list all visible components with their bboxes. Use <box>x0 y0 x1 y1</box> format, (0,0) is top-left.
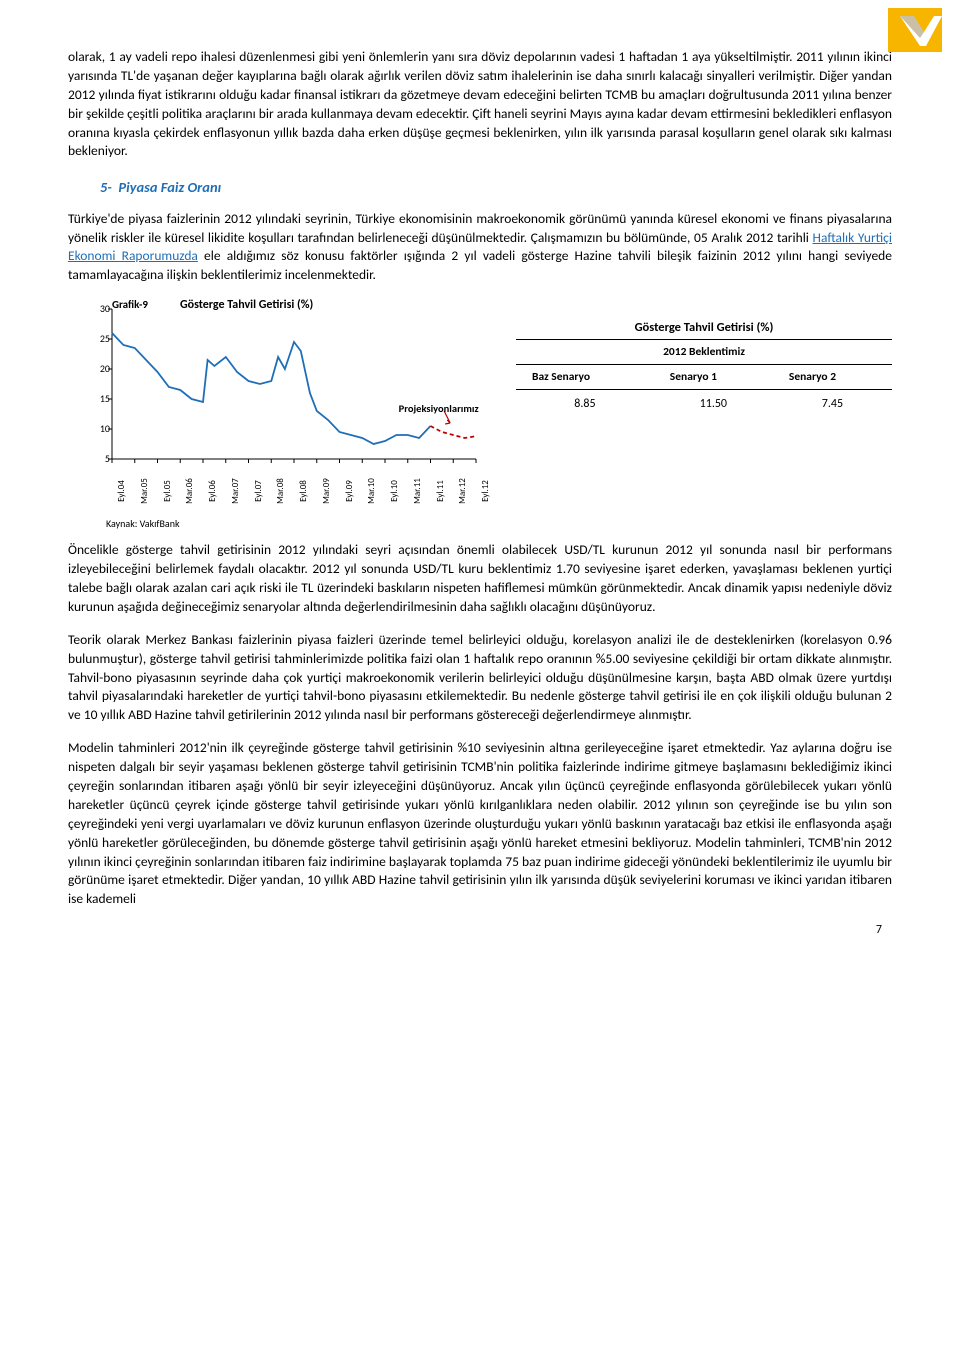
expectations-table-wrap: Gösterge Tahvil Getirisi (%) 2012 Beklen… <box>516 315 892 418</box>
line-chart <box>68 299 488 469</box>
chart-xaxis: Eyl.04Mar.05Eyl.05Mar.06Eyl.06Mar.07Eyl.… <box>112 463 476 497</box>
table-header: Senaryo 1 <box>654 364 773 389</box>
p2-text-a: Türkiye'de piyasa faizlerinin 2012 yılın… <box>68 210 892 246</box>
table-title: Gösterge Tahvil Getirisi (%) <box>516 315 892 339</box>
paragraph-3: Öncelikle gösterge tahvil getirisinin 20… <box>68 541 892 617</box>
table-cell: 7.45 <box>773 389 892 418</box>
brand-logo <box>882 8 942 52</box>
chart-source: Kaynak: VakıfBank <box>106 517 892 531</box>
paragraph-2: Türkiye'de piyasa faizlerinin 2012 yılın… <box>68 210 892 286</box>
section-5-title: 5- Piyasa Faiz Oranı <box>100 177 892 197</box>
chart-container: Grafik-9 Gösterge Tahvil Getirisi (%) 51… <box>68 299 498 469</box>
table-cell: 8.85 <box>516 389 654 418</box>
section-name: Piyasa Faiz Oranı <box>118 178 221 196</box>
chart-title: Gösterge Tahvil Getirisi (%) <box>180 297 313 314</box>
paragraph-4: Teorik olarak Merkez Bankası faizlerinin… <box>68 631 892 725</box>
chart-yaxis: 51015202530 <box>90 309 110 459</box>
page-number: 7 <box>876 922 882 939</box>
table-header: Baz Senaryo <box>516 364 654 389</box>
paragraph-5: Modelin tahminleri 2012'nin ilk çeyreğin… <box>68 739 892 909</box>
paragraph-1: olarak, 1 ay vadeli repo ihalesi düzenle… <box>68 48 892 161</box>
projection-label: Projeksiyonlarımız <box>399 402 479 417</box>
section-num: 5- <box>100 178 112 196</box>
table-header: Senaryo 2 <box>773 364 892 389</box>
chart-number-label: Grafik-9 <box>112 297 148 312</box>
table-subtitle: 2012 Beklentimiz <box>516 339 892 364</box>
table-cell: 11.50 <box>654 389 773 418</box>
expectations-table: Gösterge Tahvil Getirisi (%) 2012 Beklen… <box>516 315 892 418</box>
